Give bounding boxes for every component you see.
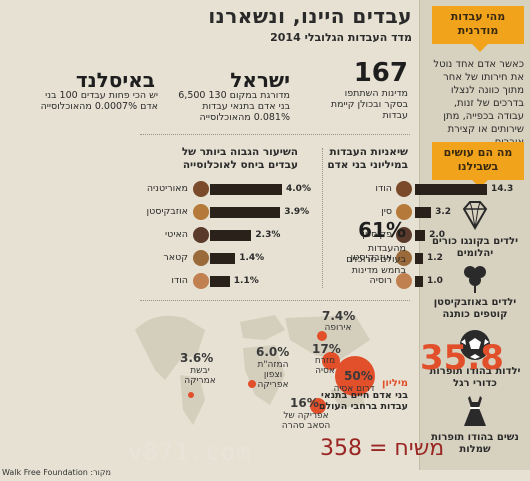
rates-value-label: 1.4% bbox=[239, 253, 265, 263]
region-circle-europe bbox=[317, 331, 327, 341]
peaks-country-label: פקיסטן bbox=[362, 229, 392, 240]
region-label-south-asia: דרום אסיה bbox=[333, 384, 375, 394]
countries-text: מדינות השתתפו בסקר ובכולן קיימת עבדות bbox=[330, 88, 408, 121]
peaks-pct: 61% bbox=[358, 218, 406, 242]
rates-country-label: אוזבקיסטן bbox=[146, 206, 189, 217]
diamond-icon bbox=[462, 201, 488, 230]
israel-text: מדורגת במקום 130 6,500 בני אדם בתנאי עבד… bbox=[178, 90, 290, 123]
peaks-pct-text: מהעבדות בעולם מרוכזים בחמש מדינות bbox=[346, 243, 406, 276]
peaks-person-icon bbox=[396, 273, 412, 289]
rates-person-icon bbox=[193, 204, 209, 220]
region-label-mena: המזה"ת וצפון אפריקה bbox=[257, 360, 289, 390]
region-pct-africa: 16% bbox=[290, 396, 319, 410]
countries-count: 167 bbox=[353, 58, 408, 88]
region-circle-east-asia bbox=[322, 352, 340, 370]
rates-bar bbox=[210, 253, 236, 264]
rates-country-label: האיטי bbox=[165, 229, 188, 240]
region-pct-mena: 6.0% bbox=[256, 345, 290, 359]
rates-value-label: 4.0% bbox=[286, 184, 311, 194]
rates-country-label: הודו bbox=[171, 275, 188, 286]
rates-bar bbox=[210, 207, 281, 218]
peaks-value-label: 3.2 bbox=[435, 207, 452, 217]
rates-person-icon bbox=[193, 227, 209, 243]
sidebar-item-label: נשים בהודו תופרות שמלות bbox=[431, 432, 519, 455]
total-number: 35.8 bbox=[420, 338, 504, 378]
page-title: עבדים היינו, ונשארנו bbox=[208, 4, 412, 28]
soccer-ball-icon bbox=[460, 330, 490, 360]
divider bbox=[140, 300, 410, 301]
watermark: v871.com bbox=[128, 438, 252, 466]
region-pct-americas: 3.6% bbox=[180, 351, 214, 365]
peaks-bar bbox=[415, 230, 426, 241]
sidebar-description: כאשר אדם אחד נוטל את חירותו של אחר מתוך … bbox=[433, 59, 524, 148]
peaks-heading: שיאניות העבדות במיליוני בני אדם bbox=[327, 146, 408, 171]
iceland-name: באיסלנד bbox=[75, 68, 155, 92]
peaks-country-label: הודו bbox=[375, 183, 392, 194]
rates-bar bbox=[210, 184, 282, 195]
rates-value-label: 1.1% bbox=[233, 276, 259, 286]
peaks-value-label: 1.2 bbox=[427, 253, 443, 263]
peaks-bar bbox=[415, 276, 423, 287]
peaks-value-label: 14.3 bbox=[491, 184, 514, 194]
iceland-text: יש הכי פחות עבדים 100 בני אדם 0.0007% מה… bbox=[40, 90, 158, 112]
peaks-bar bbox=[415, 253, 423, 264]
page-subtitle: מדד העבדות הגלובלי 2014 bbox=[270, 31, 412, 44]
caption-overlay: משיח = 358 bbox=[320, 436, 445, 461]
region-label-europe: אירופה bbox=[324, 323, 352, 333]
cotton-icon bbox=[464, 266, 486, 293]
region-pct-east-asia: 17% bbox=[312, 342, 341, 356]
peaks-person-icon bbox=[396, 227, 412, 243]
world-map bbox=[135, 315, 370, 425]
vertical-divider bbox=[322, 148, 323, 288]
region-label-africa: אפריקה של הסאב סהרה bbox=[281, 411, 331, 431]
sidebar-item-label: ילדות בהודו תופרות כדורי רגל bbox=[429, 366, 521, 389]
sidebar-item-label: ילדים באוזבקיסטן קוטפים כותנה bbox=[433, 297, 517, 320]
sidebar-item-label: ילדים בקונגו כורים יהלומים bbox=[431, 236, 519, 259]
rates-country-label: מאוריטניה bbox=[146, 183, 188, 194]
region-pct-south-asia: 50% bbox=[344, 369, 373, 383]
peaks-person-icon bbox=[396, 250, 412, 266]
region-circle-mena bbox=[248, 380, 256, 388]
region-circle-americas bbox=[188, 392, 194, 398]
peaks-country-label: רוסיה bbox=[369, 275, 392, 286]
israel-name: ישראל bbox=[230, 68, 290, 92]
rates-country-label: קטאר bbox=[163, 252, 188, 263]
region-circle-south-asia bbox=[335, 356, 375, 396]
total-unit: מיליון bbox=[381, 378, 408, 389]
rates-value-label: 2.3% bbox=[255, 230, 281, 240]
rates-heading: השיעור הגבוה ביותר של עבדים ביחס לאוכלוס… bbox=[181, 146, 298, 171]
peaks-value-label: 2.0 bbox=[429, 230, 446, 240]
rates-person-icon bbox=[193, 250, 209, 266]
peaks-country-label: סין bbox=[381, 206, 392, 217]
region-label-east-asia: מזרח אסיה bbox=[314, 356, 336, 376]
sidebar-tag-definition: מהי עבדות מודרנית bbox=[432, 6, 524, 52]
peaks-bar bbox=[415, 207, 432, 218]
peaks-value-label: 1.0 bbox=[427, 276, 443, 286]
divider bbox=[140, 134, 410, 135]
peaks-person-icon bbox=[396, 181, 412, 197]
sidebar-tag-products: מה הם עושים בשבילנו bbox=[432, 142, 524, 188]
rates-value-label: 3.9% bbox=[284, 207, 310, 217]
dress-icon bbox=[464, 396, 486, 426]
rates-person-icon bbox=[193, 273, 209, 289]
region-pct-europe: 7.4% bbox=[322, 309, 356, 323]
rates-person-icon bbox=[193, 181, 209, 197]
region-label-americas: יבשת אמריקה bbox=[184, 366, 216, 386]
rates-bar bbox=[210, 230, 252, 241]
sidebar: מהי עבדות מודרנית כאשר אדם אחד נוטל את ח… bbox=[419, 0, 530, 470]
peaks-bar bbox=[415, 184, 487, 195]
peaks-person-icon bbox=[396, 204, 412, 220]
rates-bar bbox=[210, 276, 230, 287]
peaks-country-label: אוזבקיסטן bbox=[350, 252, 393, 263]
total-text: בני אדם חיים בתנאי עבדות ברחבי העולם bbox=[318, 390, 408, 412]
region-circle-africa bbox=[310, 398, 326, 414]
source-credit: Walk Free Foundation :מקור bbox=[2, 468, 111, 477]
